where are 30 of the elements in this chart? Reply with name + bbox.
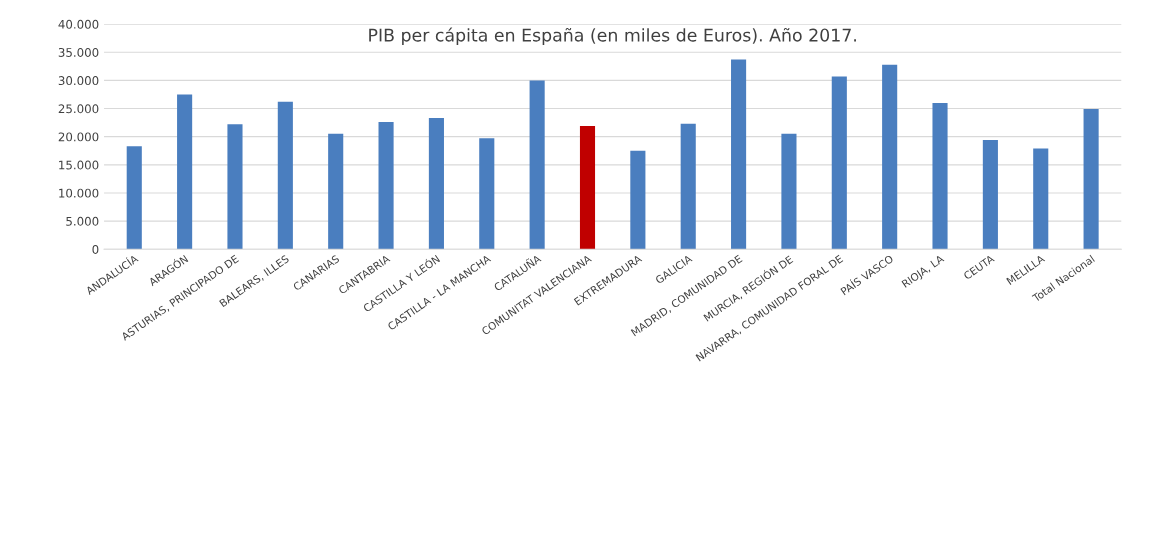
bar xyxy=(680,123,696,250)
bar xyxy=(126,146,142,250)
bar xyxy=(227,124,243,250)
bar xyxy=(378,122,394,250)
y-tick-label: 25.000 xyxy=(58,104,99,114)
bar xyxy=(882,64,898,250)
bar xyxy=(177,94,193,250)
y-tick-label: 0 xyxy=(92,244,99,254)
y-tick-label: 15.000 xyxy=(59,160,99,170)
y-tick-label: 35.000 xyxy=(58,47,99,57)
y-tick-label: 5.000 xyxy=(66,216,99,226)
bar xyxy=(781,133,797,250)
bar xyxy=(529,80,545,250)
bar xyxy=(328,133,344,250)
bar xyxy=(731,59,747,250)
bar xyxy=(579,125,596,250)
bar xyxy=(479,138,495,250)
bar xyxy=(277,101,293,250)
bar xyxy=(982,140,998,250)
bar xyxy=(428,118,444,250)
y-tick-label: 40.000 xyxy=(58,19,99,29)
bar xyxy=(630,150,646,250)
chart-title: PIB per cápita en España (en miles de Euros). Año 2017. xyxy=(369,27,856,45)
y-tick-label: 30.000 xyxy=(58,76,99,86)
y-tick-label: 20.000 xyxy=(58,132,99,142)
bar xyxy=(1083,109,1099,250)
y-tick-label: 10.000 xyxy=(59,188,99,198)
bar xyxy=(1033,148,1049,250)
bar xyxy=(831,76,847,250)
bar xyxy=(932,102,948,250)
